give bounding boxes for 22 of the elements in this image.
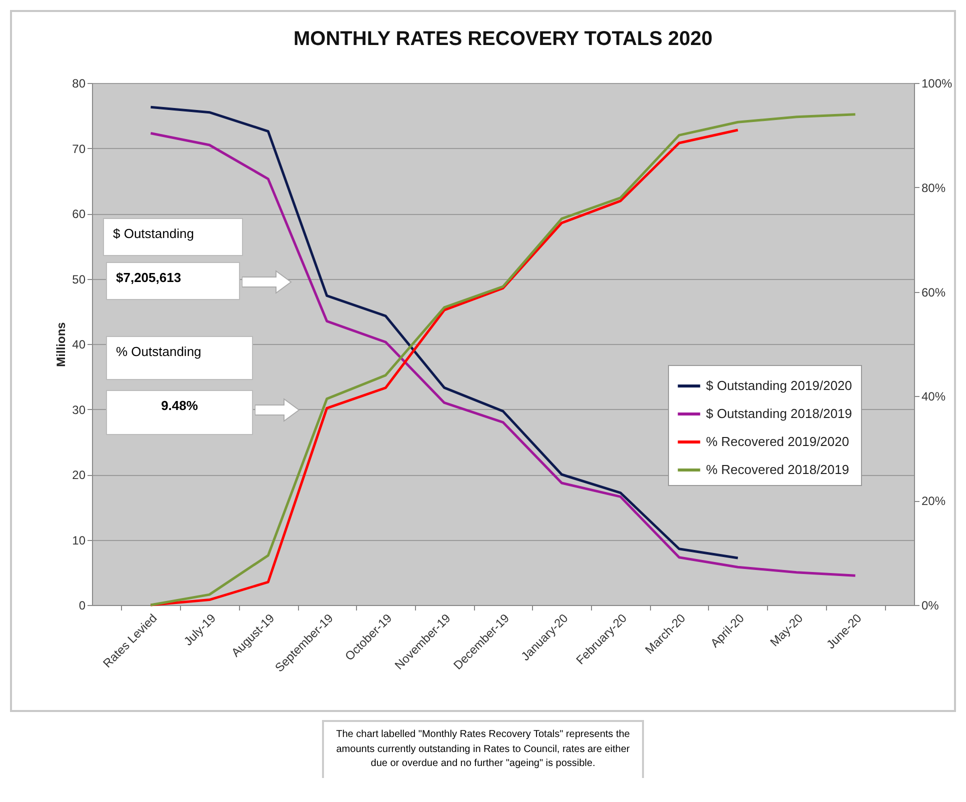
y2-tick-label: 0%: [922, 598, 940, 612]
legend-label: $ Outstanding 2019/2020: [706, 378, 852, 393]
y-tick-label: 80: [72, 76, 86, 90]
y2-tick-label: 80%: [922, 180, 946, 195]
y-tick-label: 0: [78, 598, 86, 612]
y2-tick-label: 60%: [922, 285, 946, 300]
legend-label: $ Outstanding 2018/2019: [706, 406, 852, 421]
y2-tick-label: 20%: [922, 494, 946, 508]
y-tick-label: 70: [72, 142, 86, 156]
y-tick-label: 30: [72, 402, 86, 417]
legend-label: % Recovered 2019/2020: [706, 434, 850, 449]
y-tick-label: 40: [72, 338, 86, 352]
legend-label: % Recovered 2018/2019: [706, 462, 850, 477]
y-tick-label: 10: [72, 533, 86, 548]
y2-tick-label: 100%: [922, 76, 953, 90]
text: The chart labelled "Monthly Rates Recovery Totals" represents the amounts currently outstanding in Rates to Council, rates are either due or overdue and no further "ageing" is possible.: [322, 720, 644, 778]
y-tick-label: 60: [72, 207, 86, 221]
y-tick-label: 20: [72, 468, 86, 482]
y-tick-label: 50: [72, 272, 86, 286]
chart-title: MONTHLY RATES RECOVERY TOTALS 2020: [294, 28, 712, 50]
y2-tick-label: 40%: [922, 390, 946, 404]
y-axis-title: Millions: [54, 322, 68, 367]
